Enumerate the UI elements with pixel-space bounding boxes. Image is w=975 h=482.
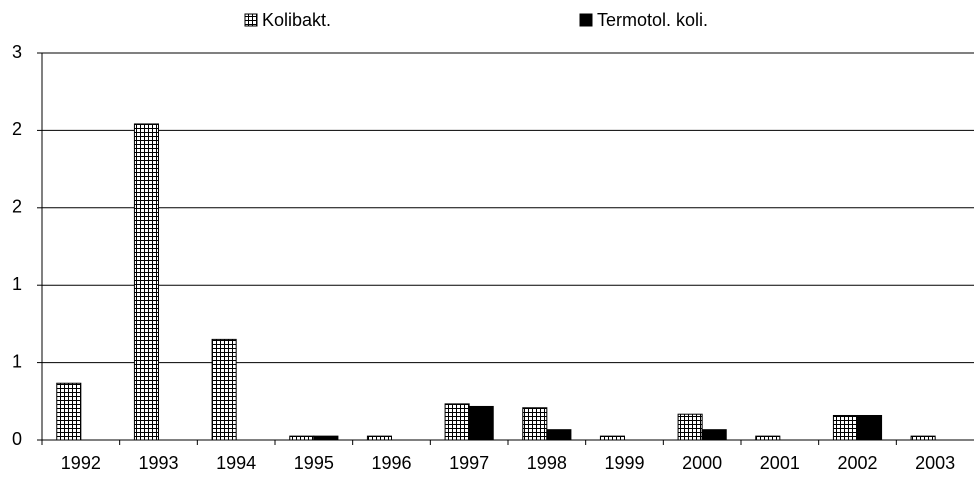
y-tick-label: 1	[12, 274, 22, 294]
y-tick-label: 2	[12, 119, 22, 139]
x-tick-label: 1998	[527, 453, 567, 473]
legend-swatch	[579, 13, 593, 27]
x-tick-label: 1999	[604, 453, 644, 473]
y-tick-label: 2	[12, 197, 22, 217]
x-tick-label: 1997	[449, 453, 489, 473]
bar	[677, 413, 703, 441]
bar	[546, 429, 572, 441]
bar	[444, 403, 470, 441]
bar	[701, 429, 727, 441]
bar	[133, 123, 160, 441]
legend-swatch	[244, 13, 258, 27]
bar	[211, 338, 237, 441]
bar	[56, 382, 82, 441]
bar	[832, 414, 859, 441]
bar	[857, 414, 883, 441]
legend-label: Kolibakt.	[262, 10, 331, 30]
x-tick-label: 2000	[682, 453, 722, 473]
bar	[522, 407, 548, 441]
bar	[910, 435, 936, 441]
y-tick-label: 1	[12, 351, 22, 371]
y-tick-label: 3	[12, 42, 22, 62]
bar	[313, 435, 339, 441]
bar	[755, 435, 781, 441]
x-tick-label: 1993	[138, 453, 178, 473]
x-tick-label: 1996	[371, 453, 411, 473]
y-tick-label: 0	[12, 429, 22, 449]
x-tick-label: 2001	[760, 453, 800, 473]
x-tick-label: 2002	[837, 453, 877, 473]
x-tick-label: 2003	[915, 453, 955, 473]
legend-label: Termotol. koli.	[597, 10, 708, 30]
bar	[468, 405, 494, 441]
bar	[366, 435, 393, 441]
bar	[599, 435, 626, 441]
x-tick-label: 1994	[216, 453, 256, 473]
bar	[289, 435, 315, 441]
x-tick-label: 1995	[294, 453, 334, 473]
x-tick-label: 1992	[61, 453, 101, 473]
